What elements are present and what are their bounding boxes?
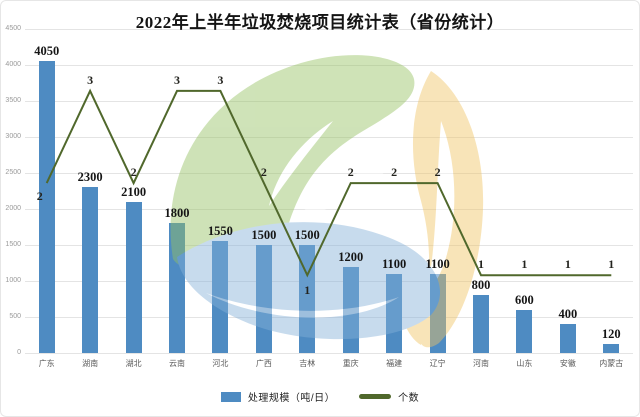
y-axis-tick-label: 1500 bbox=[5, 241, 21, 248]
bar-series-swatch bbox=[220, 391, 241, 402]
gridline bbox=[25, 281, 633, 282]
y-axis-tick-label: 2500 bbox=[5, 169, 21, 176]
gridline bbox=[25, 209, 633, 210]
legend: 处理规模（吨/日） 个数 bbox=[1, 389, 639, 404]
gridline bbox=[25, 137, 633, 138]
bar bbox=[342, 266, 359, 353]
bar bbox=[473, 295, 489, 353]
y-axis-tick-label: 3000 bbox=[5, 133, 21, 140]
line-series-swatch bbox=[359, 394, 392, 399]
gridline bbox=[25, 353, 633, 354]
y-axis-tick-label: 1000 bbox=[5, 277, 21, 284]
y-axis-tick-label: 2000 bbox=[5, 205, 21, 212]
gridline bbox=[25, 245, 633, 246]
y-axis-tick-label: 0 bbox=[17, 349, 21, 356]
gridline bbox=[25, 173, 633, 174]
chart-title: 2022年上半年垃圾焚烧项目统计表（省份统计） bbox=[135, 13, 505, 32]
bar bbox=[603, 344, 620, 353]
y-axis-tick-label: 500 bbox=[9, 313, 21, 320]
bar bbox=[255, 245, 272, 353]
legend-bar-label: 处理规模（吨/日） bbox=[247, 393, 336, 404]
gridline bbox=[25, 317, 633, 318]
bar bbox=[125, 201, 142, 353]
gridline bbox=[25, 29, 633, 30]
y-axis-tick-label: 4000 bbox=[5, 61, 21, 68]
legend-item-line: 个数 bbox=[359, 389, 419, 404]
bar bbox=[516, 309, 533, 353]
legend-item-bars: 处理规模（吨/日） bbox=[220, 389, 336, 404]
bar bbox=[429, 273, 446, 353]
legend-line-label: 个数 bbox=[398, 393, 420, 404]
y-axis-tick-label: 3500 bbox=[5, 97, 21, 104]
bar bbox=[559, 324, 576, 353]
count-line-series bbox=[45, 88, 612, 278]
bar bbox=[299, 245, 316, 353]
bar bbox=[38, 61, 55, 353]
bar bbox=[386, 273, 403, 353]
bar bbox=[169, 223, 185, 353]
bar bbox=[212, 241, 229, 353]
gridline bbox=[25, 65, 633, 66]
gridline bbox=[25, 101, 633, 102]
y-axis-tick-label: 4500 bbox=[5, 25, 21, 32]
bar bbox=[82, 187, 99, 353]
